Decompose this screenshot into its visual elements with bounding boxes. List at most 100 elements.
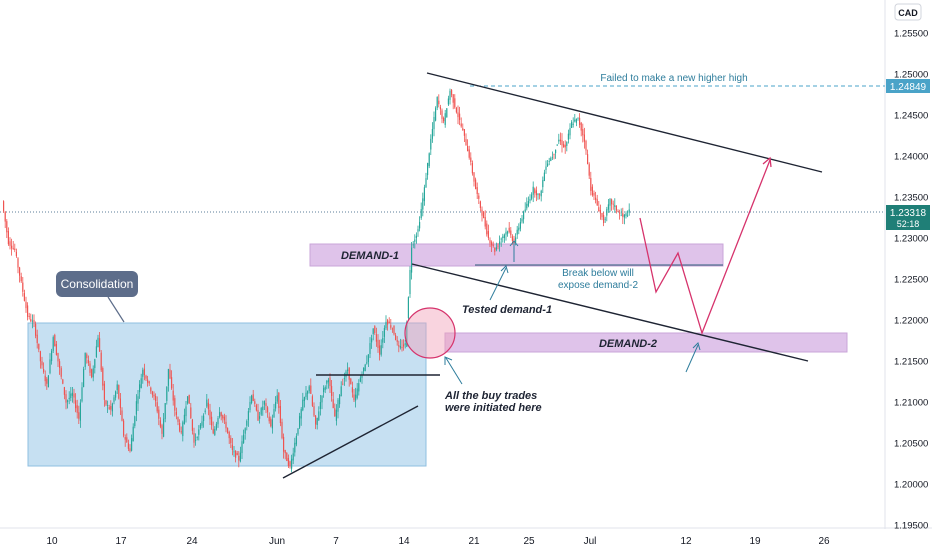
time-tick-label: 21: [468, 536, 480, 547]
candle-body: [99, 338, 101, 352]
break-below-text-1: Break below will: [562, 268, 634, 279]
tested-demand-text: Tested demand-1: [462, 304, 552, 316]
candle-body: [411, 247, 413, 273]
candle-body: [39, 351, 41, 362]
candle-body: [399, 346, 401, 348]
candle-body: [116, 384, 118, 391]
candle-body: [83, 369, 85, 388]
candle-body: [297, 428, 299, 435]
candle-body: [342, 383, 344, 385]
candle-body: [441, 110, 443, 119]
candle-body: [439, 107, 441, 110]
rising-support-line[interactable]: [282, 405, 419, 479]
demand-2-zone[interactable]: [444, 332, 848, 353]
time-tick-label: 25: [523, 536, 535, 547]
candle-body: [191, 419, 193, 431]
price-tick-label: 1.25500: [894, 29, 928, 40]
candle-body: [63, 387, 65, 395]
candle-body: [179, 423, 181, 431]
upper-channel-line[interactable]: [426, 72, 823, 173]
candle-body: [627, 215, 629, 217]
projection-path[interactable]: [639, 159, 771, 335]
candle-body: [84, 352, 86, 367]
candle-body: [527, 200, 529, 206]
candle-body: [483, 211, 485, 219]
candle-body: [529, 199, 531, 201]
candle-body: [420, 209, 422, 219]
candle-body: [255, 405, 257, 411]
candle-body: [526, 203, 528, 209]
candle-body: [185, 406, 187, 417]
candle-body: [233, 451, 235, 453]
candle-body: [486, 223, 488, 235]
buy-area-circle[interactable]: [404, 307, 456, 359]
candle-body: [177, 417, 179, 422]
candle-body: [358, 383, 360, 392]
candle-body: [476, 187, 478, 195]
candle-body: [484, 217, 486, 227]
candle-body: [355, 394, 357, 401]
candle-body: [537, 193, 539, 196]
candle-body: [54, 334, 56, 347]
candle-body: [209, 409, 211, 420]
candle-body: [332, 399, 334, 409]
candle-body: [243, 434, 245, 444]
candle-body: [259, 416, 261, 419]
candle-body: [4, 211, 6, 222]
candle-body: [455, 107, 457, 113]
candle-body: [580, 122, 582, 131]
candle-body: [622, 213, 624, 217]
time-axis[interactable]: 10 17 24 Jun 7 14 21 25 Jul 12 19 26: [46, 536, 830, 547]
candle-body: [79, 402, 81, 421]
candle-body: [582, 129, 584, 136]
candle-body: [423, 187, 425, 202]
candle-body: [305, 392, 307, 398]
candle-body: [215, 423, 217, 430]
candle-body: [227, 427, 229, 433]
candle-body: [148, 381, 150, 384]
candle-body: [303, 397, 305, 401]
candle-body: [284, 450, 286, 454]
candle-body: [375, 334, 377, 342]
last-price-tag: 1.23318 52:18: [886, 205, 930, 230]
candle-body: [628, 209, 630, 213]
candle-body: [67, 400, 69, 402]
candle-body: [23, 293, 25, 301]
candle-body: [132, 426, 134, 442]
buy-arrow-head: [444, 356, 453, 365]
failed-high-text: Failed to make a new higher high: [600, 73, 747, 84]
lower-channel-line[interactable]: [411, 263, 809, 362]
candle-body: [318, 411, 320, 421]
candle-body: [502, 236, 504, 239]
candle-body: [119, 398, 121, 409]
candle-body: [374, 326, 376, 334]
candle-body: [169, 369, 171, 379]
countdown-text: 52:18: [897, 219, 920, 229]
candle-body: [481, 209, 483, 216]
candle-body: [278, 392, 280, 408]
candle-body: [583, 134, 585, 142]
candle-body: [569, 128, 571, 136]
price-tick-label: 1.20000: [894, 480, 928, 491]
time-tick-label: 24: [186, 536, 198, 547]
candle-body: [171, 377, 173, 389]
candle-body: [147, 379, 149, 383]
candle-body: [436, 97, 438, 108]
candle-body: [388, 321, 390, 324]
candle-body: [87, 359, 89, 364]
candle-body: [238, 455, 240, 461]
candle-body: [25, 301, 27, 309]
candle-body: [579, 117, 581, 125]
consolidation-zone[interactable]: [27, 322, 427, 467]
candle-body: [356, 388, 358, 398]
candle-body: [267, 407, 269, 413]
candle-body: [403, 344, 405, 347]
consolidation-badge[interactable]: Consolidation: [56, 271, 138, 323]
candle-body: [103, 383, 105, 400]
currency-box[interactable]: CAD: [894, 3, 922, 21]
price-axis[interactable]: 1.25500 1.25000 1.24500 1.24000 1.23500 1.230…: [894, 29, 928, 532]
candle-body: [153, 394, 155, 397]
time-tick-label: 12: [680, 536, 692, 547]
candle-body: [323, 388, 325, 392]
